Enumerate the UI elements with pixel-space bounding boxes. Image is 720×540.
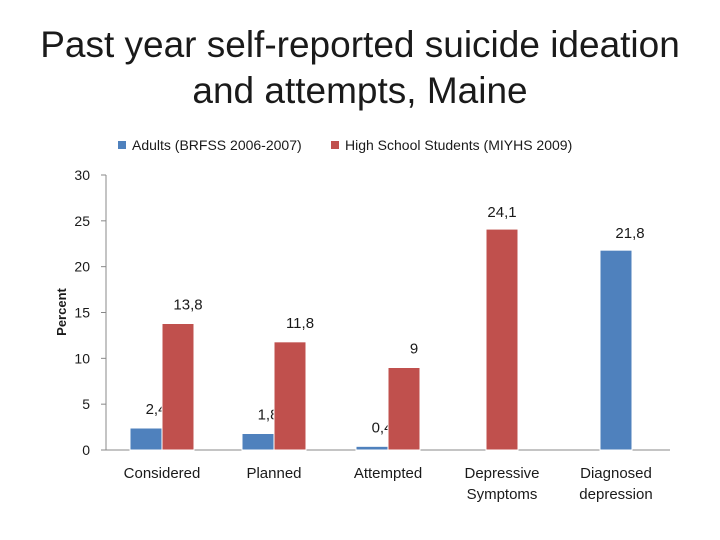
data-label-series1-cat5: 21,8 [615, 225, 644, 242]
category-label-4-line-1: Depressive [464, 465, 539, 482]
bar-series1-cat1 [129, 427, 163, 451]
bar-series2-cat3 [387, 367, 421, 451]
data-label-series2-cat4: 24,1 [487, 204, 516, 221]
y-axis-label: Percent [54, 287, 69, 335]
y-tick-label-30: 30 [74, 167, 90, 183]
data-label-series2-cat3: 9 [410, 341, 418, 358]
y-tick-label-15: 15 [74, 305, 90, 321]
legend-label-2: High School Students (MIYHS 2009) [345, 137, 572, 153]
bar-series1-cat5 [599, 249, 633, 451]
legend-label-1: Adults (BRFSS 2006-2007) [132, 137, 302, 153]
bar-series2-cat1 [161, 323, 195, 451]
category-label-5-line-1: Diagnosed [580, 465, 652, 482]
bar-series1-cat3 [355, 445, 389, 451]
y-tick-label-5: 5 [82, 396, 90, 412]
data-label-series2-cat2: 11,8 [286, 315, 314, 332]
category-label-5-line-2: depression [579, 486, 652, 503]
category-label-4-line-2: Symptoms [467, 486, 538, 503]
y-tick-label-10: 10 [74, 350, 90, 366]
chart-title-line-1: Past year self-reported suicide ideation [40, 24, 680, 65]
category-label-2: Planned [246, 465, 301, 482]
bar-series1-cat2 [241, 433, 275, 451]
y-tick-label-20: 20 [74, 259, 90, 275]
data-label-series1-cat1: 2,4 [146, 401, 167, 418]
data-label-series1-cat2: 1,8 [258, 407, 279, 424]
legend-swatch-2 [331, 141, 339, 149]
data-label-series1-cat3: 0,4 [372, 419, 393, 436]
chart-title-line-2: and attempts, Maine [192, 70, 528, 111]
data-label-series2-cat1: 13,8 [173, 297, 202, 314]
category-label-3: Attempted [354, 465, 422, 482]
legend-swatch-1 [118, 141, 126, 149]
bar-series2-cat2 [273, 341, 307, 451]
y-tick-label-0: 0 [82, 442, 90, 458]
bar-series2-cat4 [485, 228, 519, 451]
chart-title: Past year self-reported suicide ideation… [0, 22, 720, 114]
category-label-1: Considered [124, 465, 201, 482]
y-tick-label-25: 25 [74, 213, 90, 229]
